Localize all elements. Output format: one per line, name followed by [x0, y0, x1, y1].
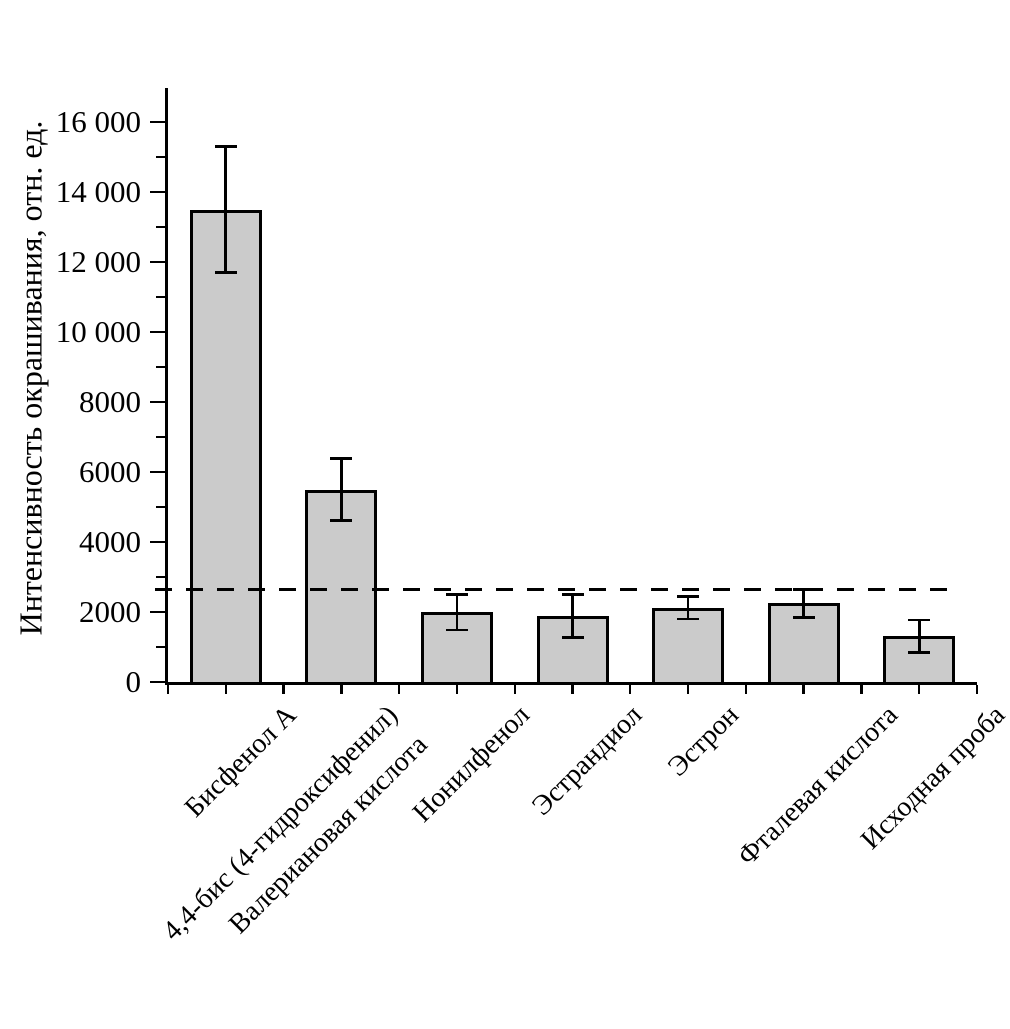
x-tick [571, 685, 574, 694]
error-bar-cap-top-6 [908, 618, 931, 622]
error-bar-cap-top-3 [561, 593, 584, 596]
error-bar-cap-top-2 [445, 592, 468, 596]
error-bar-cap-bottom-3 [561, 635, 584, 639]
y-major-tick [150, 540, 165, 544]
error-bar-cap-top-0 [214, 145, 237, 148]
y-tick-label: 16 000 [55, 104, 141, 139]
y-tick-label: 6000 [79, 454, 141, 489]
error-bar-line-5 [802, 589, 805, 618]
x-tick [860, 685, 863, 694]
x-category-label-4: Эстрон [661, 699, 745, 783]
error-bar-cap-bottom-0 [214, 271, 237, 274]
y-tick-label: 2000 [79, 594, 141, 629]
y-minor-tick [156, 366, 165, 369]
error-bar-line-6 [917, 620, 921, 653]
y-major-tick [150, 400, 165, 404]
error-bar-line-1 [340, 458, 343, 521]
x-tick [629, 685, 632, 694]
error-bar-cap-bottom-2 [445, 628, 468, 632]
error-bar-line-2 [455, 594, 459, 630]
y-minor-tick [156, 576, 165, 579]
y-major-tick [150, 120, 165, 124]
x-tick [282, 685, 285, 694]
y-minor-tick [156, 646, 165, 649]
bar-1 [305, 489, 378, 685]
x-tick [975, 685, 979, 694]
x-tick [166, 685, 170, 694]
y-minor-tick [156, 226, 165, 229]
y-minor-tick [156, 156, 165, 159]
y-major-tick [150, 260, 165, 264]
y-major-tick [150, 190, 165, 194]
error-bar-cap-bottom-5 [792, 615, 815, 619]
y-major-tick [150, 680, 165, 684]
x-tick [513, 685, 516, 694]
error-bar-cap-top-1 [330, 457, 353, 461]
y-tick-label: 4000 [79, 524, 141, 559]
y-tick-label: 10 000 [55, 314, 141, 349]
error-bar-cap-bottom-1 [330, 518, 353, 522]
x-category-label-1: 4,4-бис (4-гидроксифенил) Валериановая к… [157, 699, 435, 947]
y-tick-label: 8000 [79, 384, 141, 419]
y-minor-tick [156, 296, 165, 299]
x-tick [918, 685, 921, 694]
error-bar-cap-bottom-4 [677, 617, 700, 621]
y-minor-tick [156, 506, 165, 509]
bar-0 [189, 209, 262, 685]
x-tick [224, 685, 227, 694]
y-axis-title: Интенсивность окрашивания, отн. ед. [11, 120, 48, 636]
error-bar-line-4 [686, 596, 690, 619]
error-bar-cap-top-4 [677, 595, 700, 598]
y-axis-line [165, 88, 168, 685]
y-tick-label: 0 [125, 664, 142, 699]
x-tick [802, 685, 805, 694]
y-major-tick [150, 610, 165, 614]
threshold-dashed-line [155, 588, 953, 591]
x-tick [744, 685, 748, 694]
error-bar-line-0 [224, 146, 228, 273]
y-major-tick [150, 470, 165, 474]
x-category-label-3: Эстрандиол [525, 699, 648, 822]
x-tick [455, 685, 459, 694]
x-tick [397, 685, 401, 694]
x-tick [686, 685, 690, 694]
y-tick-label: 12 000 [55, 244, 141, 279]
y-tick-label: 14 000 [55, 174, 141, 209]
error-bar-cap-bottom-6 [908, 650, 931, 654]
y-minor-tick [156, 436, 165, 439]
y-major-tick [150, 330, 165, 334]
error-bar-line-3 [571, 594, 574, 638]
x-tick [340, 685, 343, 694]
